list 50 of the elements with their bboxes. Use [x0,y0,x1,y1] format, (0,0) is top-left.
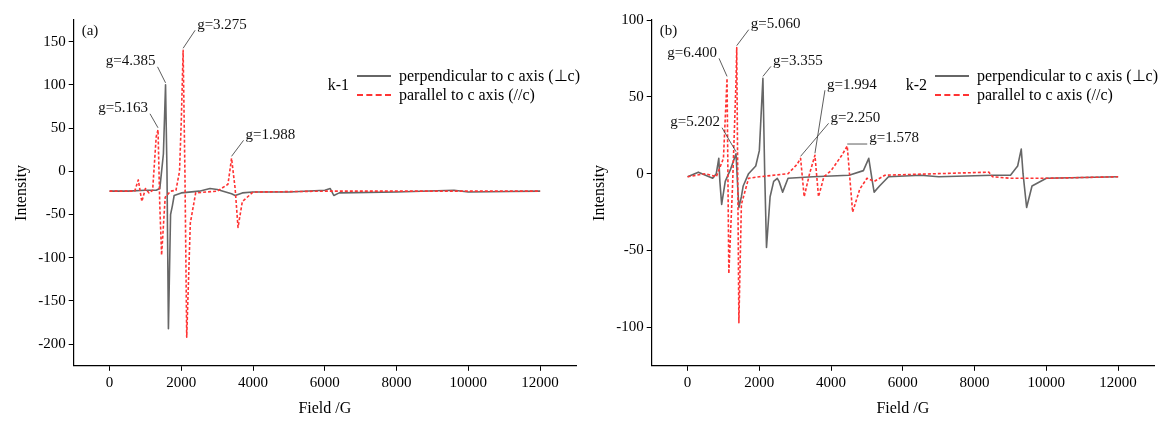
y-tick-label: -150 [38,291,66,308]
annotation: (b) [659,22,678,40]
legend-label: parallel to c axis (//c) [976,85,1113,104]
y-tick-label: -100 [616,318,644,335]
annotation: g=1.988 [245,125,296,142]
annotation: g=5.060 [750,15,801,32]
x-tick-label: 6000 [887,373,918,390]
annotation: g=4.385 [105,52,156,69]
x-tick-label: 10000 [449,373,488,390]
x-tick-label: 8000 [959,373,990,390]
y-tick-label: -50 [45,205,66,222]
x-tick-label: 4000 [238,373,269,390]
x-tick-label: 2000 [166,373,197,390]
annotation: g=3.355 [772,51,823,68]
x-tick-label: 10000 [1027,373,1066,390]
y-tick-label: -50 [623,241,644,258]
y-tick-label: -200 [38,335,66,352]
legend-label: perpendicular to c axis (⊥c) [398,66,580,85]
y-tick-label: 50 [628,87,644,104]
annotation: g=2.250 [830,108,881,125]
legend-label: perpendicular to c axis (⊥c) [976,66,1158,85]
y-tick-label: 100 [43,75,66,92]
annotation: (a) [81,22,99,40]
annotation: g=1.994 [826,75,878,92]
annotation: g=3.275 [197,15,247,32]
y-tick-label: 0 [58,162,66,179]
x-tick-label: 8000 [381,373,412,390]
annotation: g=1.578 [869,129,919,146]
x-tick-label: 12000 [521,373,559,390]
y-tick-label: 150 [43,32,66,49]
x-tick-label: 0 [105,373,114,390]
y-tick-label: -100 [38,248,66,265]
x-tick-label: 12000 [1099,373,1137,390]
x-tick-label: 6000 [309,373,340,390]
annotation: g=6.400 [667,43,718,60]
x-axis-title: Field /G [876,398,930,416]
y-axis-title: Intensity [11,164,30,221]
legend-label: parallel to c axis (//c) [398,85,535,104]
x-axis-title: Field /G [298,398,352,416]
legend-title: k-1 [327,76,349,94]
x-tick-label: 4000 [816,373,847,390]
y-tick-label: 50 [50,119,66,135]
x-tick-label: 2000 [744,373,775,390]
x-tick-label: 0 [683,373,692,390]
y-axis-title: Intensity [589,164,608,221]
y-tick-label: 0 [636,164,644,181]
legend-title: k-2 [905,76,927,94]
annotation: g=5.202 [670,113,721,130]
y-tick-label: 100 [621,10,644,27]
annotation: g=5.163 [98,99,149,116]
